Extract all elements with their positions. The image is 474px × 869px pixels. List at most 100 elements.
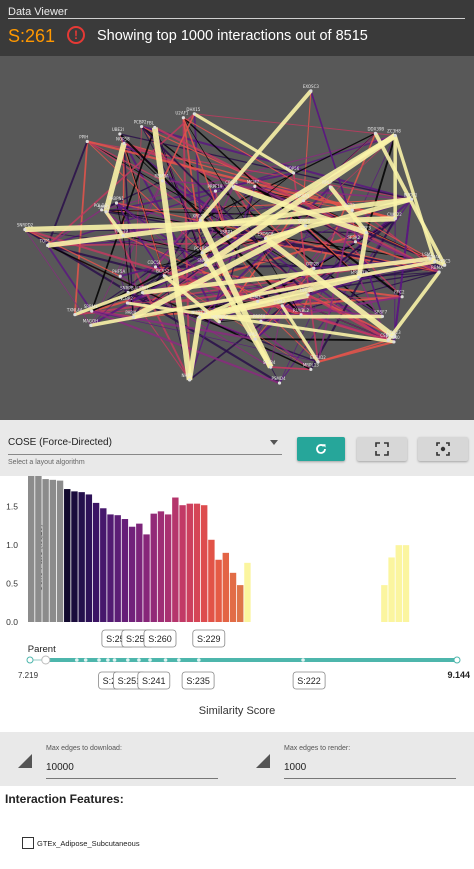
graph-node[interactable] <box>131 315 136 319</box>
graph-node[interactable] <box>140 124 144 129</box>
histogram-bar[interactable] <box>381 585 388 622</box>
graph-node[interactable] <box>263 236 268 241</box>
graph-node[interactable] <box>90 309 94 313</box>
histogram-bar[interactable] <box>150 513 157 622</box>
graph-node[interactable] <box>269 365 273 369</box>
graph-node[interactable] <box>386 338 390 342</box>
graph-node[interactable] <box>437 270 441 274</box>
graph-node[interactable] <box>364 230 368 235</box>
graph-node[interactable] <box>380 314 385 319</box>
histogram-bar[interactable] <box>78 492 85 622</box>
graph-node[interactable] <box>428 257 432 261</box>
slider-max-handle[interactable] <box>453 656 461 664</box>
graph-node[interactable] <box>433 260 437 264</box>
graph-node[interactable] <box>443 263 447 267</box>
graph-node[interactable] <box>153 265 158 269</box>
graph-node[interactable] <box>253 337 257 341</box>
graph-node[interactable] <box>140 290 145 295</box>
parent-handle[interactable] <box>41 655 51 665</box>
graph-node[interactable] <box>121 233 125 238</box>
graph-node[interactable] <box>256 299 260 303</box>
fit-view-button[interactable] <box>418 437 468 461</box>
histogram-bar[interactable] <box>186 503 193 622</box>
graph-node[interactable] <box>203 263 207 267</box>
graph-node[interactable] <box>309 367 313 372</box>
layout-select[interactable]: COSE (Force-Directed) <box>8 430 282 455</box>
graph-node[interactable] <box>125 301 129 305</box>
graph-node[interactable] <box>118 132 122 136</box>
histogram-bar[interactable] <box>193 503 201 622</box>
histogram-bar[interactable] <box>402 545 410 622</box>
graph-node[interactable] <box>400 295 404 299</box>
histogram-bar[interactable] <box>237 585 244 622</box>
histogram-bar[interactable] <box>215 559 222 622</box>
histogram-bar[interactable] <box>35 475 42 622</box>
graph-node[interactable] <box>373 131 378 135</box>
graph-node[interactable] <box>292 171 296 175</box>
max-download-field[interactable]: Max edges to download: 10000 <box>46 738 218 779</box>
histogram-bar[interactable] <box>208 539 215 622</box>
graph-node[interactable] <box>316 360 320 364</box>
graph-node[interactable] <box>231 185 235 189</box>
histogram-bar[interactable] <box>143 534 150 622</box>
score-chip[interactable]: S:260 <box>143 629 177 648</box>
graph-node[interactable] <box>393 133 397 138</box>
graph-node[interactable] <box>153 125 157 130</box>
score-chip[interactable]: S:235 <box>181 671 215 690</box>
similarity-histogram[interactable]: 0.00.51.01.5Gene Pairs (log10)ParentS:25… <box>0 473 474 730</box>
histogram-bar[interactable] <box>128 526 136 622</box>
histogram-bar[interactable] <box>92 502 100 622</box>
graph-node[interactable] <box>409 197 414 201</box>
graph-node[interactable] <box>309 89 313 93</box>
graph-node[interactable] <box>277 381 282 385</box>
histogram-bar[interactable] <box>157 511 165 622</box>
histogram-bar[interactable] <box>64 489 71 622</box>
graph-node[interactable] <box>328 185 332 189</box>
graph-node[interactable] <box>350 208 354 212</box>
max-download-value[interactable]: 10000 <box>46 762 74 773</box>
histogram-bar[interactable] <box>200 505 208 622</box>
graph-node[interactable] <box>89 323 93 327</box>
histogram-bar[interactable] <box>179 505 186 622</box>
graph-node[interactable] <box>23 227 27 232</box>
graph-node[interactable] <box>306 293 310 297</box>
histogram-bar[interactable] <box>121 519 129 622</box>
graph-node[interactable] <box>181 116 185 120</box>
feature-checkbox[interactable] <box>22 837 34 849</box>
network-graph[interactable]: ZC3H8 MRPS18C EIF4A3 PARN RBM8A CSNK2B BCAS2 RP… <box>0 56 474 420</box>
histogram-bar[interactable] <box>229 572 237 622</box>
graph-node[interactable] <box>393 335 397 339</box>
graph-node[interactable] <box>392 340 396 344</box>
histogram-chart[interactable]: 0.00.51.01.5Gene Pairs (log10)ParentS:25… <box>0 473 474 706</box>
graph-node[interactable] <box>100 208 104 212</box>
graph-node[interactable] <box>118 274 122 278</box>
score-chip[interactable]: S:222 <box>292 671 326 690</box>
graph-node[interactable] <box>197 315 202 319</box>
histogram-bar[interactable] <box>388 557 395 622</box>
histogram-bar[interactable] <box>42 479 49 622</box>
histogram-bar[interactable] <box>71 491 78 622</box>
graph-node[interactable] <box>312 266 316 270</box>
histogram-bar[interactable] <box>107 514 114 622</box>
graph-node[interactable] <box>73 313 77 317</box>
histogram-bar[interactable] <box>395 545 402 622</box>
histogram-bar[interactable] <box>244 562 251 622</box>
fullscreen-button[interactable] <box>357 437 407 461</box>
histogram-bar[interactable] <box>172 497 179 622</box>
graph-node[interactable] <box>46 243 50 248</box>
graph-node[interactable] <box>393 217 397 221</box>
histogram-bar[interactable] <box>56 480 64 622</box>
graph-node[interactable] <box>299 313 303 317</box>
graph-node[interactable] <box>122 141 126 145</box>
graph-node[interactable] <box>126 290 130 294</box>
graph-node[interactable] <box>357 275 361 279</box>
graph-node[interactable] <box>162 274 166 278</box>
histogram-bar[interactable] <box>136 523 143 622</box>
graph-node[interactable] <box>259 319 263 323</box>
histogram-bar[interactable] <box>28 473 35 622</box>
histogram-bar[interactable] <box>85 494 93 622</box>
histogram-bar[interactable] <box>114 515 121 622</box>
graph-node[interactable] <box>160 179 165 183</box>
score-chip[interactable]: S:229 <box>192 629 226 648</box>
graph-node[interactable] <box>114 201 119 205</box>
